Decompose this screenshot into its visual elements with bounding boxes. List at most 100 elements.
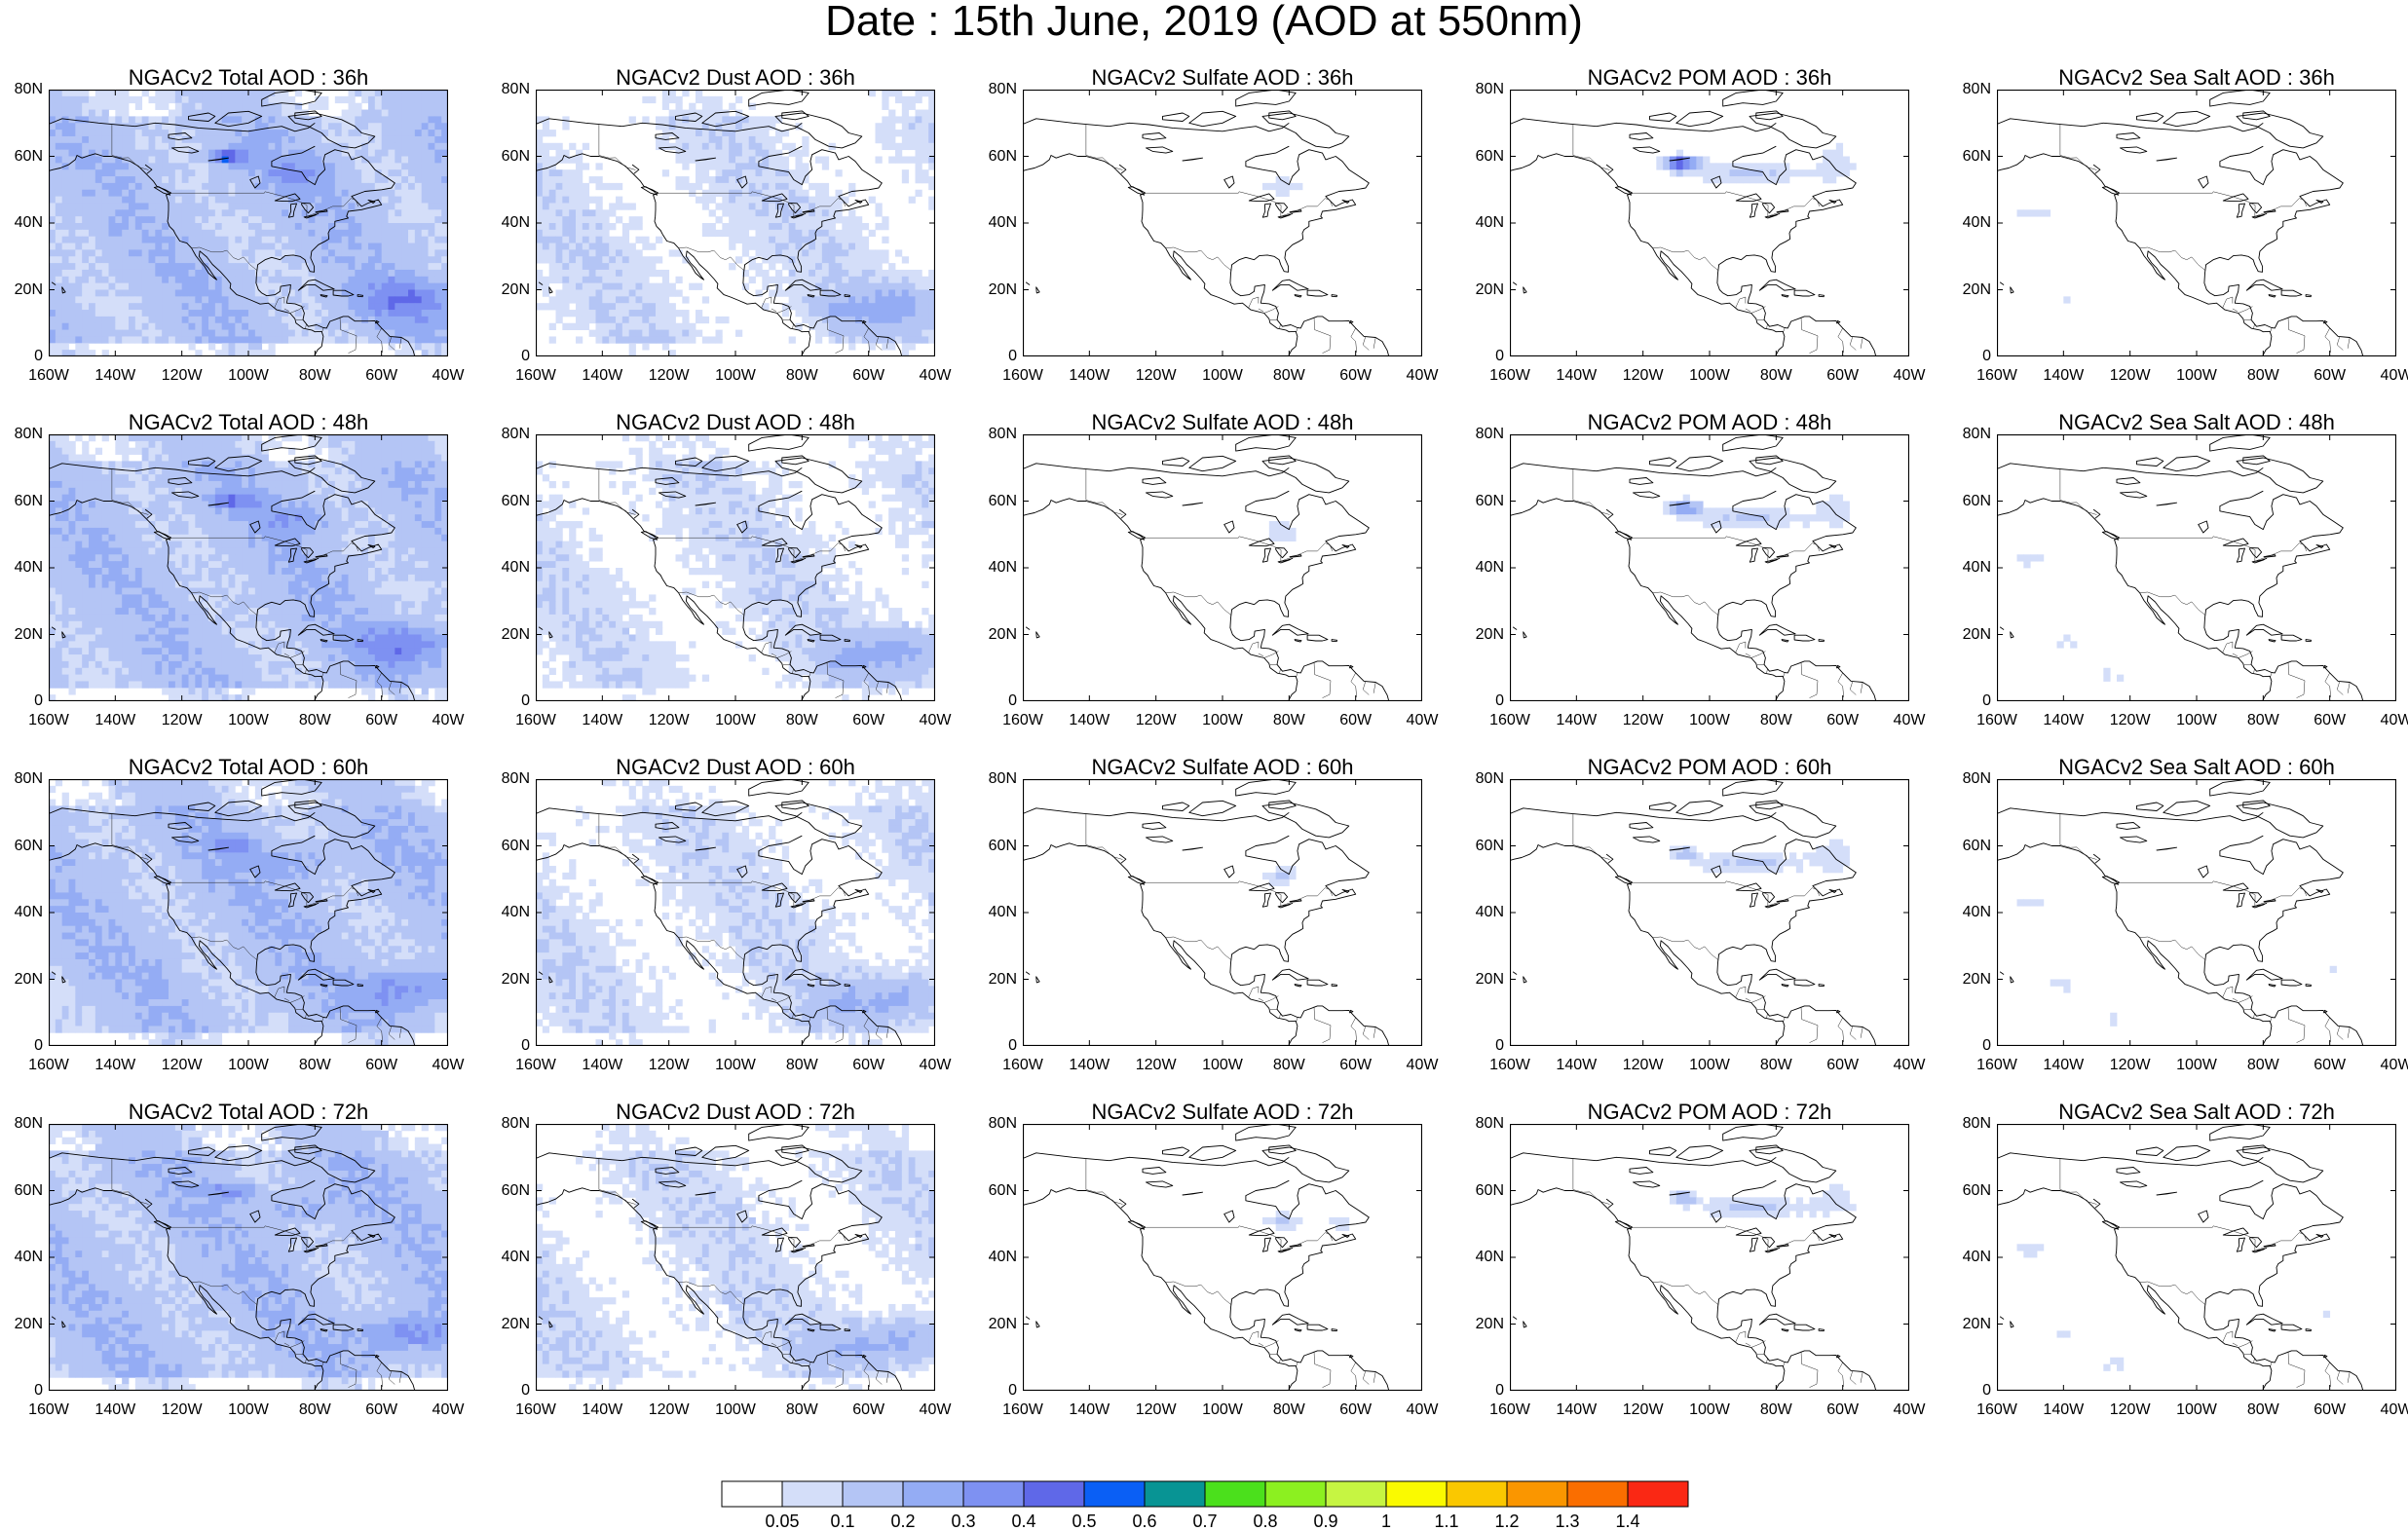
y-tick-label: 60N <box>501 492 530 509</box>
x-tick-label: 40W <box>1406 367 1439 384</box>
x-tick-label: 120W <box>161 367 203 384</box>
y-tick-label: 40N <box>1475 1249 1504 1265</box>
x-tick-label: 140W <box>1069 367 1110 384</box>
map-frame <box>1997 779 2396 1046</box>
y-tick-label: 40N <box>501 1249 530 1265</box>
aod-map <box>536 1124 935 1391</box>
country-borders <box>2059 124 2351 354</box>
colorbar-swatch <box>902 1480 964 1508</box>
aod-map <box>1510 779 1909 1046</box>
aod-field <box>2016 209 2071 304</box>
panel-title: NGACv2 POM AOD : 72h <box>1587 1100 1832 1124</box>
y-tick-label: 40N <box>1475 904 1504 920</box>
aod-map <box>49 779 448 1046</box>
map-panel-total-4: NGACv2 Total AOD : 72h <box>49 1101 448 1391</box>
country-borders <box>2059 813 2351 1043</box>
x-tick-label: 160W <box>1002 1057 1043 1073</box>
colorbar-swatch <box>1446 1480 1508 1508</box>
country-borders <box>1085 1158 1376 1388</box>
x-tick-label: 120W <box>2109 367 2151 384</box>
axis-ticks <box>1023 90 1422 356</box>
x-tick-label: 140W <box>94 367 136 384</box>
x-tick-label: 40W <box>2380 367 2408 384</box>
panel-title: NGACv2 Sea Salt AOD : 72h <box>2058 1100 2335 1124</box>
x-tick-label: 160W <box>28 1057 69 1073</box>
x-tick-label: 80W <box>1759 1401 1792 1418</box>
y-tick-label: 20N <box>501 625 530 643</box>
y-tick-label: 40N <box>14 214 43 231</box>
coastline-outline <box>1023 779 1390 1046</box>
coastline-outline <box>49 434 416 701</box>
panel-title: NGACv2 Dust AOD : 72h <box>616 1100 855 1124</box>
x-tick-label: 40W <box>1406 712 1439 728</box>
colorbar-label: 0.9 <box>1313 1512 1338 1531</box>
panel-title: NGACv2 Total AOD : 72h <box>128 1100 369 1124</box>
aod-field <box>1663 494 1850 529</box>
y-tick-label: 20N <box>14 1315 43 1332</box>
aod-map <box>1997 434 2396 701</box>
y-tick-label: 60N <box>1475 1181 1504 1199</box>
x-tick-label: 160W <box>1976 712 2017 728</box>
map-panel-seasalt-4: NGACv2 Sea Salt AOD : 72h <box>1997 1101 2396 1391</box>
colorbar-label: 0.7 <box>1192 1512 1218 1531</box>
x-tick-label: 160W <box>1489 367 1530 384</box>
x-tick-label: 120W <box>1622 1401 1664 1418</box>
aod-field <box>536 90 935 356</box>
x-tick-label: 60W <box>2314 712 2347 728</box>
x-tick-label: 140W <box>2043 712 2085 728</box>
x-tick-label: 140W <box>1556 367 1598 384</box>
x-tick-label: 120W <box>648 367 690 384</box>
aod-map <box>536 434 935 701</box>
panel-title: NGACv2 Sea Salt AOD : 36h <box>2058 65 2335 90</box>
y-tick-label: 40N <box>1962 559 1991 576</box>
axis-ticks <box>1023 1124 1422 1391</box>
panel-title: NGACv2 Sulfate AOD : 60h <box>1091 755 1354 779</box>
y-tick-label: 80N <box>988 81 1017 97</box>
coastline-outline <box>536 90 903 356</box>
x-tick-label: 40W <box>432 1401 465 1418</box>
x-tick-label: 140W <box>582 1401 623 1418</box>
aod-map <box>1023 779 1422 1046</box>
x-tick-label: 120W <box>1622 367 1664 384</box>
x-tick-label: 160W <box>1002 367 1043 384</box>
aod-field <box>1268 521 1297 541</box>
y-tick-label: 60N <box>1962 147 1991 165</box>
x-tick-label: 140W <box>1069 1057 1110 1073</box>
x-tick-label: 160W <box>1489 1401 1530 1418</box>
x-tick-label: 60W <box>1826 1057 1860 1073</box>
x-tick-label: 140W <box>1556 1057 1598 1073</box>
y-tick-label: 80N <box>14 770 43 787</box>
y-tick-label: 40N <box>1962 1249 1991 1265</box>
y-tick-label: 60N <box>14 837 43 854</box>
axis-ticks <box>49 90 448 356</box>
coastline-outline <box>1997 90 2364 356</box>
panel-title: NGACv2 Total AOD : 48h <box>128 410 369 434</box>
colorbar-label: 0.8 <box>1253 1512 1278 1531</box>
x-tick-label: 80W <box>2246 1401 2279 1418</box>
aod-field <box>2016 554 2125 682</box>
x-tick-label: 120W <box>161 712 203 728</box>
x-tick-label: 160W <box>1002 1401 1043 1418</box>
country-borders <box>1572 468 1863 698</box>
x-tick-label: 120W <box>1135 1401 1177 1418</box>
x-tick-label: 160W <box>1976 1057 2017 1073</box>
x-tick-label: 60W <box>852 712 885 728</box>
aod-field <box>2016 899 2337 1027</box>
y-tick-label: 60N <box>988 492 1017 509</box>
map-panel-dust-3: NGACv2 Dust AOD : 60h <box>536 756 935 1046</box>
y-tick-label: 20N <box>1962 1315 1991 1332</box>
colorbar-swatch <box>781 1480 844 1508</box>
aod-map <box>49 434 448 701</box>
x-tick-label: 40W <box>432 1057 465 1073</box>
x-tick-label: 100W <box>2176 1401 2217 1418</box>
y-tick-label: 60N <box>1962 492 1991 509</box>
x-tick-label: 140W <box>94 1401 136 1418</box>
x-tick-label: 100W <box>228 1401 269 1418</box>
x-tick-label: 160W <box>1489 1057 1530 1073</box>
x-tick-label: 140W <box>582 1057 623 1073</box>
x-tick-label: 40W <box>919 1057 952 1073</box>
y-tick-label: 60N <box>1475 147 1504 165</box>
y-tick-label: 0 <box>1982 1382 1991 1399</box>
y-tick-label: 80N <box>14 81 43 97</box>
aod-field <box>49 434 448 701</box>
